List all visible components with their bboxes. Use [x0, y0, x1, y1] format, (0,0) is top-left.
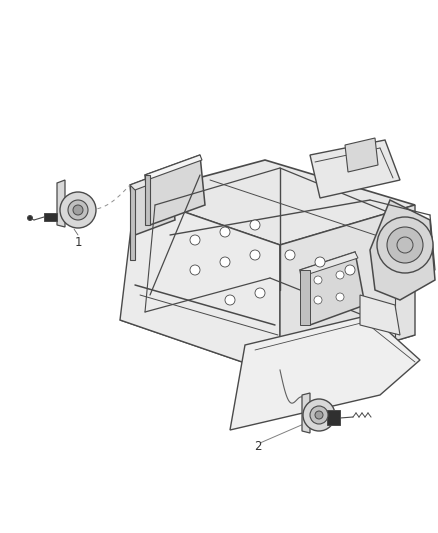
Circle shape — [315, 411, 323, 419]
Circle shape — [336, 293, 344, 301]
Circle shape — [250, 220, 260, 230]
Circle shape — [190, 235, 200, 245]
Circle shape — [303, 399, 335, 431]
Polygon shape — [44, 213, 57, 221]
Circle shape — [28, 215, 32, 221]
Circle shape — [315, 257, 325, 267]
Polygon shape — [145, 175, 150, 225]
Circle shape — [377, 217, 433, 273]
Circle shape — [255, 288, 265, 298]
Circle shape — [336, 271, 344, 279]
Circle shape — [68, 200, 88, 220]
Polygon shape — [230, 315, 420, 430]
Circle shape — [190, 265, 200, 275]
Text: 2: 2 — [254, 440, 262, 454]
Circle shape — [310, 406, 328, 424]
Circle shape — [314, 276, 322, 284]
Polygon shape — [370, 200, 435, 300]
Polygon shape — [345, 138, 378, 172]
Text: 1: 1 — [74, 237, 82, 249]
Polygon shape — [57, 180, 65, 227]
Polygon shape — [130, 170, 175, 235]
Circle shape — [397, 237, 413, 253]
Circle shape — [345, 265, 355, 275]
Polygon shape — [360, 295, 400, 335]
Circle shape — [60, 192, 96, 228]
Polygon shape — [120, 195, 280, 375]
Circle shape — [220, 257, 230, 267]
Polygon shape — [300, 270, 310, 325]
Polygon shape — [302, 393, 310, 433]
Circle shape — [314, 296, 322, 304]
Polygon shape — [300, 252, 358, 276]
Circle shape — [387, 227, 423, 263]
Circle shape — [220, 227, 230, 237]
Circle shape — [250, 250, 260, 260]
Polygon shape — [145, 155, 205, 225]
Polygon shape — [280, 205, 415, 375]
Polygon shape — [300, 252, 365, 325]
Polygon shape — [135, 160, 415, 245]
Polygon shape — [130, 170, 175, 190]
Polygon shape — [310, 140, 400, 198]
Polygon shape — [145, 155, 202, 180]
Circle shape — [285, 250, 295, 260]
Circle shape — [225, 295, 235, 305]
Polygon shape — [130, 185, 135, 260]
Polygon shape — [327, 410, 340, 425]
Circle shape — [73, 205, 83, 215]
Polygon shape — [120, 285, 415, 375]
